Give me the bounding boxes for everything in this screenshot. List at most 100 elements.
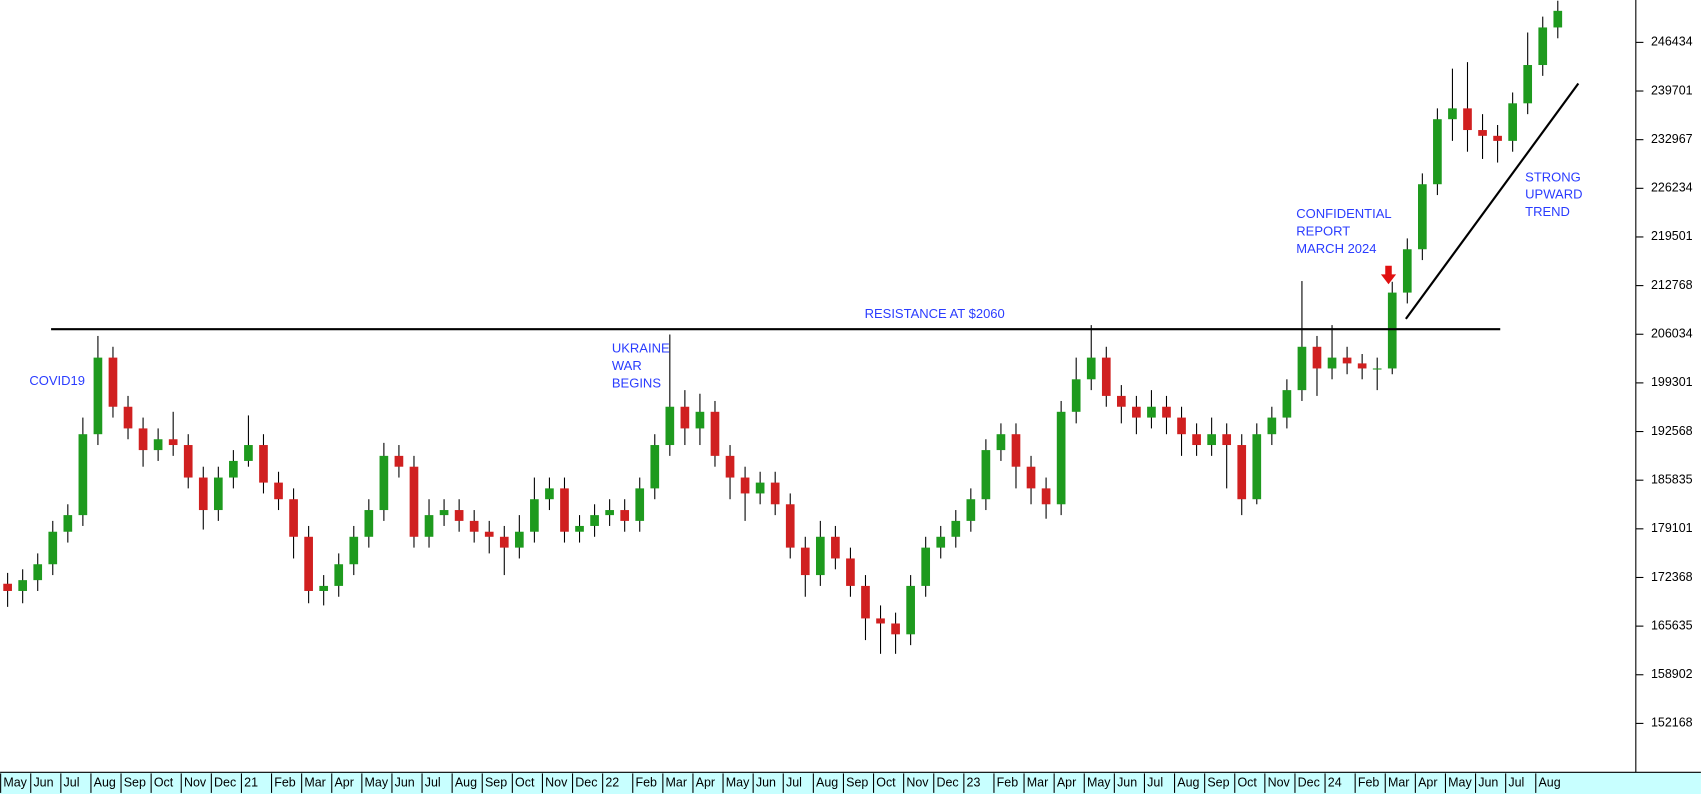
x-tick-label: 23: [967, 775, 981, 789]
candle-body: [1508, 103, 1517, 141]
candle-body: [409, 466, 419, 537]
candle-body: [1252, 434, 1262, 500]
candle-body: [289, 499, 298, 537]
candle-body: [123, 406, 133, 429]
candle-body: [1553, 10, 1563, 28]
trend-line: [1404, 82, 1580, 320]
x-tick-label: Apr: [696, 775, 715, 789]
y-tick-label: 152168: [1651, 716, 1693, 730]
candle-body: [304, 536, 313, 591]
candle-body: [1342, 357, 1352, 364]
candle-body: [198, 477, 208, 511]
x-tick-label: Dec: [1298, 775, 1320, 789]
candle-body: [153, 439, 163, 451]
x-tick-label: Jun: [1117, 775, 1137, 789]
candle-body: [815, 536, 825, 576]
x-tick-label: Aug: [94, 775, 116, 789]
x-tick-label: Jun: [33, 775, 53, 789]
annotation: CONFIDENTIAL: [1296, 206, 1391, 221]
candle-body: [3, 583, 12, 591]
candle-body: [605, 510, 614, 516]
x-tick-label: Jun: [756, 775, 776, 789]
candle-body: [1297, 346, 1307, 391]
candle-body: [379, 455, 389, 511]
arrow: [1380, 265, 1397, 285]
y-tick-label: 226234: [1651, 181, 1693, 195]
candle-body: [213, 477, 223, 511]
candle-body: [770, 482, 780, 505]
annotation: BEGINS: [612, 375, 661, 390]
candle-body: [78, 434, 88, 516]
candle-body: [1101, 357, 1111, 396]
candle-body: [364, 510, 374, 537]
candle-body: [575, 525, 584, 532]
candle-body: [906, 585, 915, 635]
candle-body: [229, 460, 238, 478]
y-tick-label: 212768: [1651, 278, 1693, 292]
x-tick-label: Oct: [1237, 775, 1257, 789]
candle-body: [996, 434, 1006, 451]
x-tick-label: Jul: [1508, 775, 1524, 789]
x-tick-label: Aug: [455, 775, 477, 789]
x-tick-label: 21: [244, 775, 258, 789]
candle-body: [394, 455, 404, 467]
candle-body: [1086, 357, 1096, 380]
candle-body: [63, 515, 73, 532]
candle-body: [48, 531, 58, 565]
y-tick-label: 206034: [1651, 327, 1693, 341]
candle-body: [319, 585, 329, 591]
x-tick-label: Nov: [906, 775, 929, 789]
candle-body: [1282, 390, 1292, 418]
x-tick-label: Jul: [1147, 775, 1163, 789]
x-tick-label: Mar: [666, 775, 687, 789]
candle-body: [1116, 395, 1126, 407]
x-tick-label: Feb: [1358, 775, 1380, 789]
x-tick-label: Sep: [124, 775, 146, 789]
y-tick-label: 185835: [1651, 472, 1693, 486]
x-tick-label: Jun: [395, 775, 415, 789]
candle-body: [620, 510, 630, 521]
x-tick-label: May: [1087, 775, 1111, 789]
candle-body: [274, 482, 283, 500]
candle-body: [244, 445, 253, 461]
annotation: UPWARD: [1525, 187, 1582, 202]
x-tick-label: Apr: [334, 775, 353, 789]
x-tick-label: Apr: [1057, 775, 1076, 789]
candle-body: [921, 547, 931, 586]
candle-body: [876, 618, 885, 624]
x-tick-label: Jul: [64, 775, 80, 789]
x-tick-label: Aug: [1177, 775, 1199, 789]
x-tick-label: Aug: [816, 775, 838, 789]
x-tick-label: Feb: [635, 775, 657, 789]
candle-body: [936, 536, 946, 548]
x-tick-label: Dec: [936, 775, 958, 789]
candle-body: [1071, 379, 1081, 412]
x-tick-label: Dec: [214, 775, 236, 789]
x-tick-label: May: [726, 775, 750, 789]
candle-body: [259, 445, 268, 483]
candle-body: [454, 510, 464, 521]
candle-body: [1041, 488, 1051, 505]
y-tick-label: 239701: [1651, 83, 1693, 97]
candle-body: [484, 531, 494, 537]
candle-body: [1026, 466, 1036, 489]
x-tick-label: Sep: [485, 775, 507, 789]
candle-body: [349, 536, 359, 565]
x-tick-label: Mar: [304, 775, 325, 789]
candle-body: [1177, 417, 1186, 435]
candle-body: [1147, 406, 1156, 418]
x-tick-label: Nov: [1268, 775, 1291, 789]
x-tick-label: Aug: [1538, 775, 1560, 789]
x-tick-label: May: [3, 775, 27, 789]
candle-body: [334, 564, 344, 586]
candle-body: [846, 558, 855, 586]
candle-body: [1192, 434, 1201, 446]
x-tick-label: May: [1448, 775, 1472, 789]
annotation: COVID19: [29, 373, 85, 388]
x-tick-label: Mar: [1388, 775, 1409, 789]
candle-body: [1418, 184, 1427, 250]
candle-body: [1267, 417, 1277, 435]
candle-body: [1132, 406, 1141, 418]
